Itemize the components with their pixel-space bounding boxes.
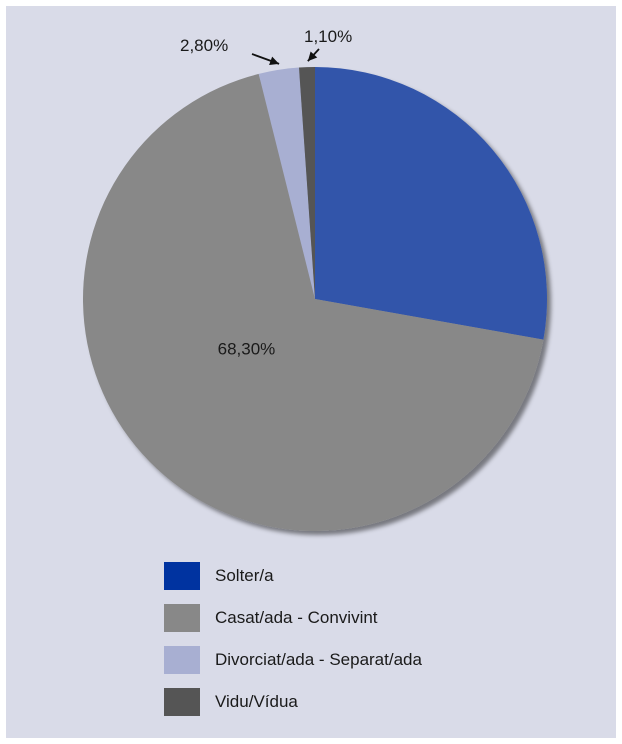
legend-swatch — [164, 688, 200, 716]
legend-item: Vidu/Vídua — [164, 688, 422, 716]
legend-swatch — [164, 646, 200, 674]
pie-slice-2 — [258, 67, 315, 299]
data-label-1: 68,30% — [218, 339, 276, 358]
arrow-label-2 — [251, 53, 280, 66]
legend-label: Vidu/Vídua — [215, 692, 298, 711]
pie-slice-3 — [298, 67, 315, 299]
legend-item: Solter/a — [164, 562, 422, 590]
legend-label: Casat/ada - Convivint — [215, 608, 378, 627]
pie-chart: 68,30% 2,80% 1,10% — [83, 27, 547, 532]
data-label-2: 2,80% — [180, 36, 228, 55]
chart-panel: 68,30% 2,80% 1,10% Solter/a Casat/ada - Con… — [6, 6, 616, 738]
pie-slice-1 — [83, 73, 544, 532]
pie-slices — [83, 67, 547, 532]
data-label-3: 1,10% — [304, 27, 352, 46]
legend-swatch — [164, 562, 200, 590]
pie-annotations: 68,30% 2,80% 1,10% — [180, 27, 352, 358]
legend-label: Solter/a — [215, 566, 274, 585]
pie-slice-0 — [315, 67, 547, 340]
legend-label: Divorciat/ada - Separat/ada — [215, 650, 422, 669]
arrow-label-3 — [307, 48, 320, 62]
legend-item: Divorciat/ada - Separat/ada — [164, 646, 422, 674]
legend-swatch — [164, 604, 200, 632]
legend-item: Casat/ada - Convivint — [164, 604, 422, 632]
legend: Solter/a Casat/ada - Convivint Divorciat/a… — [164, 562, 422, 730]
